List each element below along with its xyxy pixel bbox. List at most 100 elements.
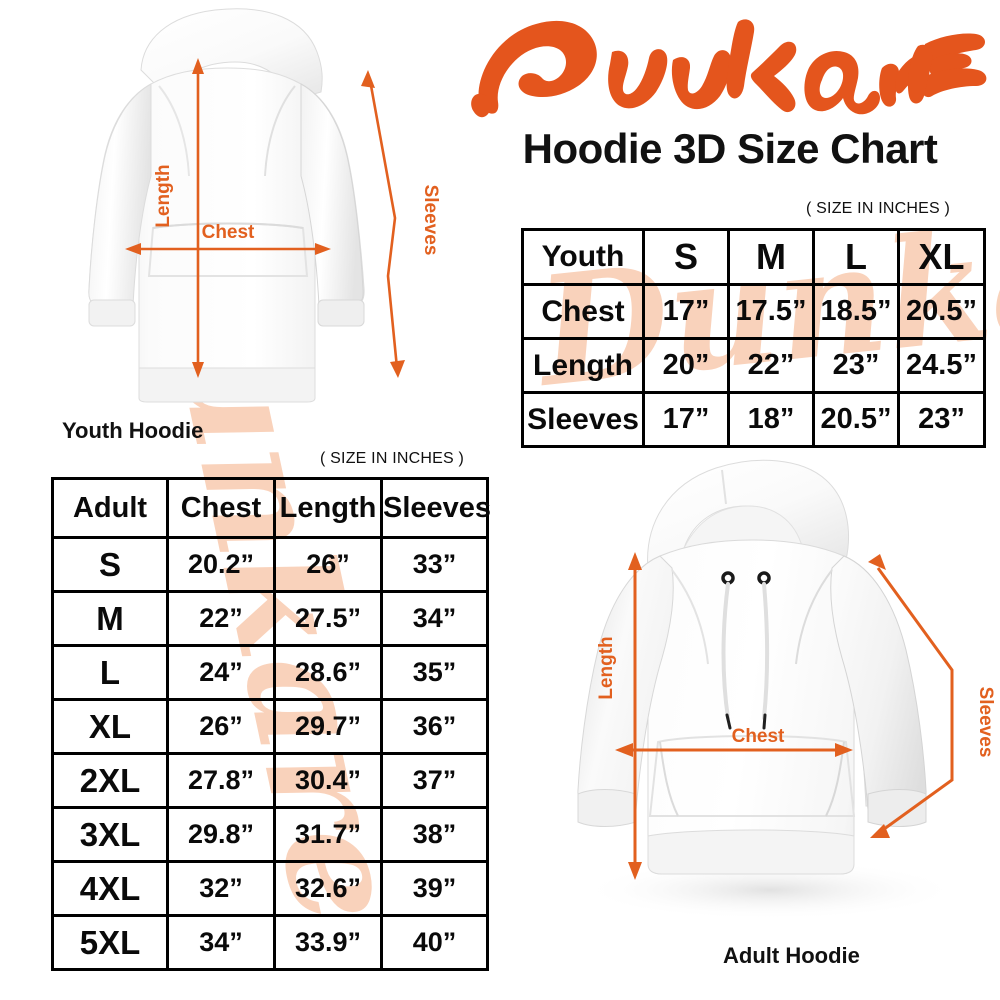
youth-row-label-length: Length xyxy=(521,337,645,394)
adult-2xl-chest: 27.8” xyxy=(166,752,276,809)
youth-length-s: 20” xyxy=(642,337,730,394)
adult-s-sleeves: 33” xyxy=(380,536,489,593)
adult-size-3xl: 3XL xyxy=(51,806,169,863)
youth-length-xl: 24.5” xyxy=(897,337,986,394)
adult-drop-shadow xyxy=(580,860,960,920)
adult-pocket xyxy=(648,735,856,817)
adult-aglet-right xyxy=(762,713,767,730)
youth-hoodie-caption: Youth Hoodie xyxy=(62,418,204,443)
adult-size-2xl: 2XL xyxy=(51,752,169,809)
table-row: 2XL 27.8” 30.4” 37” xyxy=(51,752,489,809)
youth-hood xyxy=(140,8,323,101)
adult-m-chest: 22” xyxy=(166,590,276,647)
youth-cuff-left xyxy=(88,299,136,327)
adult-corner-label: Adult xyxy=(51,477,169,539)
adult-4xl-chest: 32” xyxy=(166,860,276,917)
youth-row-label-sleeves: Sleeves xyxy=(521,391,645,448)
table-row: Length 20” 22” 23” 24.5” xyxy=(521,337,986,394)
youth-chest-label: Chest xyxy=(202,222,255,243)
adult-5xl-sleeves: 40” xyxy=(380,914,489,971)
youth-col-xl: XL xyxy=(897,228,986,286)
adult-aglet-left xyxy=(725,713,732,730)
adult-2xl-length: 30.4” xyxy=(273,752,383,809)
youth-length-m: 22” xyxy=(727,337,815,394)
youth-sleeves-label: Sleeves xyxy=(420,185,441,256)
youth-units-note: ( SIZE IN INCHES ) xyxy=(806,200,951,217)
adult-cuff-left xyxy=(577,789,637,827)
adult-3xl-sleeves: 38” xyxy=(380,806,489,863)
adult-col-length: Length xyxy=(273,477,383,539)
adult-xl-length: 29.7” xyxy=(273,698,383,755)
table-row-header: Adult Chest Length Sleeves xyxy=(51,477,491,539)
adult-sleeves-arrow xyxy=(876,567,954,834)
adult-s-chest: 20.2” xyxy=(166,536,276,593)
youth-sleeves-xl: 23” xyxy=(897,391,986,448)
youth-hoodie-illustration: Length Chest Sleeves xyxy=(55,0,475,420)
adult-size-xl: XL xyxy=(51,698,169,755)
table-row: 4XL 32” 32.6” 39” xyxy=(51,860,489,917)
table-row-header: Youth S M L XL xyxy=(521,228,986,286)
adult-size-s: S xyxy=(51,536,169,593)
table-row: Sleeves 17” 18” 20.5” 23” xyxy=(521,391,986,448)
adult-m-sleeves: 34” xyxy=(380,590,489,647)
adult-measurement-overlay xyxy=(615,552,954,880)
brand-logo-glyphs xyxy=(471,19,987,118)
adult-waistband xyxy=(647,829,855,875)
youth-chest-s: 17” xyxy=(642,283,730,340)
adult-hoodie-caption: Adult Hoodie xyxy=(723,943,860,968)
adult-size-l: L xyxy=(51,644,169,701)
adult-5xl-length: 33.9” xyxy=(273,914,383,971)
youth-length-label: Length xyxy=(153,164,174,227)
adult-drawstring-left xyxy=(721,582,730,720)
table-row: S 20.2” 26” 33” xyxy=(51,536,489,593)
adult-hoodie-illustration: Length Chest Sleeves xyxy=(540,450,996,940)
youth-measurement-overlay xyxy=(125,58,405,378)
youth-length-l: 23” xyxy=(812,337,900,394)
adult-col-sleeves: Sleeves xyxy=(380,477,491,539)
youth-sleeves-m: 18” xyxy=(727,391,815,448)
adult-m-length: 27.5” xyxy=(273,590,383,647)
adult-5xl-chest: 34” xyxy=(166,914,276,971)
adult-4xl-length: 32.6” xyxy=(273,860,383,917)
adult-l-chest: 24” xyxy=(166,644,276,701)
table-row: Chest 17” 17.5” 18.5” 20.5” xyxy=(521,283,986,340)
youth-col-s: S xyxy=(642,228,730,286)
youth-sleeves-arrow xyxy=(368,79,399,369)
youth-col-l: L xyxy=(812,228,900,286)
page-title: Hoodie 3D Size Chart xyxy=(522,125,938,172)
youth-cuff-right xyxy=(317,299,365,327)
brand-logo xyxy=(470,8,990,128)
adult-sleeves-label: Sleeves xyxy=(975,687,996,758)
adult-units-note: ( SIZE IN INCHES ) xyxy=(320,450,465,467)
adult-s-length: 26” xyxy=(273,536,383,593)
adult-l-length: 28.6” xyxy=(273,644,383,701)
adult-size-table: Adult Chest Length Sleeves S 20.2” 26” 3… xyxy=(51,477,491,971)
youth-waistband xyxy=(138,367,316,403)
adult-size-m: M xyxy=(51,590,169,647)
adult-xl-sleeves: 36” xyxy=(380,698,489,755)
adult-size-5xl: 5XL xyxy=(51,914,169,971)
adult-l-sleeves: 35” xyxy=(380,644,489,701)
youth-row-label-chest: Chest xyxy=(521,283,645,340)
youth-sleeves-l: 20.5” xyxy=(812,391,900,448)
adult-xl-chest: 26” xyxy=(166,698,276,755)
adult-drawstring-right xyxy=(762,582,769,720)
adult-3xl-chest: 29.8” xyxy=(166,806,276,863)
table-row: 3XL 29.8” 31.7” 38” xyxy=(51,806,489,863)
table-row: XL 26” 29.7” 36” xyxy=(51,698,489,755)
youth-chest-xl: 20.5” xyxy=(897,283,986,340)
adult-col-chest: Chest xyxy=(166,477,276,539)
adult-4xl-sleeves: 39” xyxy=(380,860,489,917)
youth-corner-label: Youth xyxy=(521,228,645,286)
adult-cuff-right xyxy=(867,789,927,827)
adult-chest-label: Chest xyxy=(732,726,785,747)
youth-size-table: Youth S M L XL Chest 17” 17.5” 18.5” 20.… xyxy=(521,228,986,448)
youth-sleeves-s: 17” xyxy=(642,391,730,448)
adult-length-label: Length xyxy=(596,636,617,699)
adult-3xl-length: 31.7” xyxy=(273,806,383,863)
table-row: M 22” 27.5” 34” xyxy=(51,590,489,647)
adult-2xl-sleeves: 37” xyxy=(380,752,489,809)
youth-chest-m: 17.5” xyxy=(727,283,815,340)
table-row: 5XL 34” 33.9” 40” xyxy=(51,914,489,971)
